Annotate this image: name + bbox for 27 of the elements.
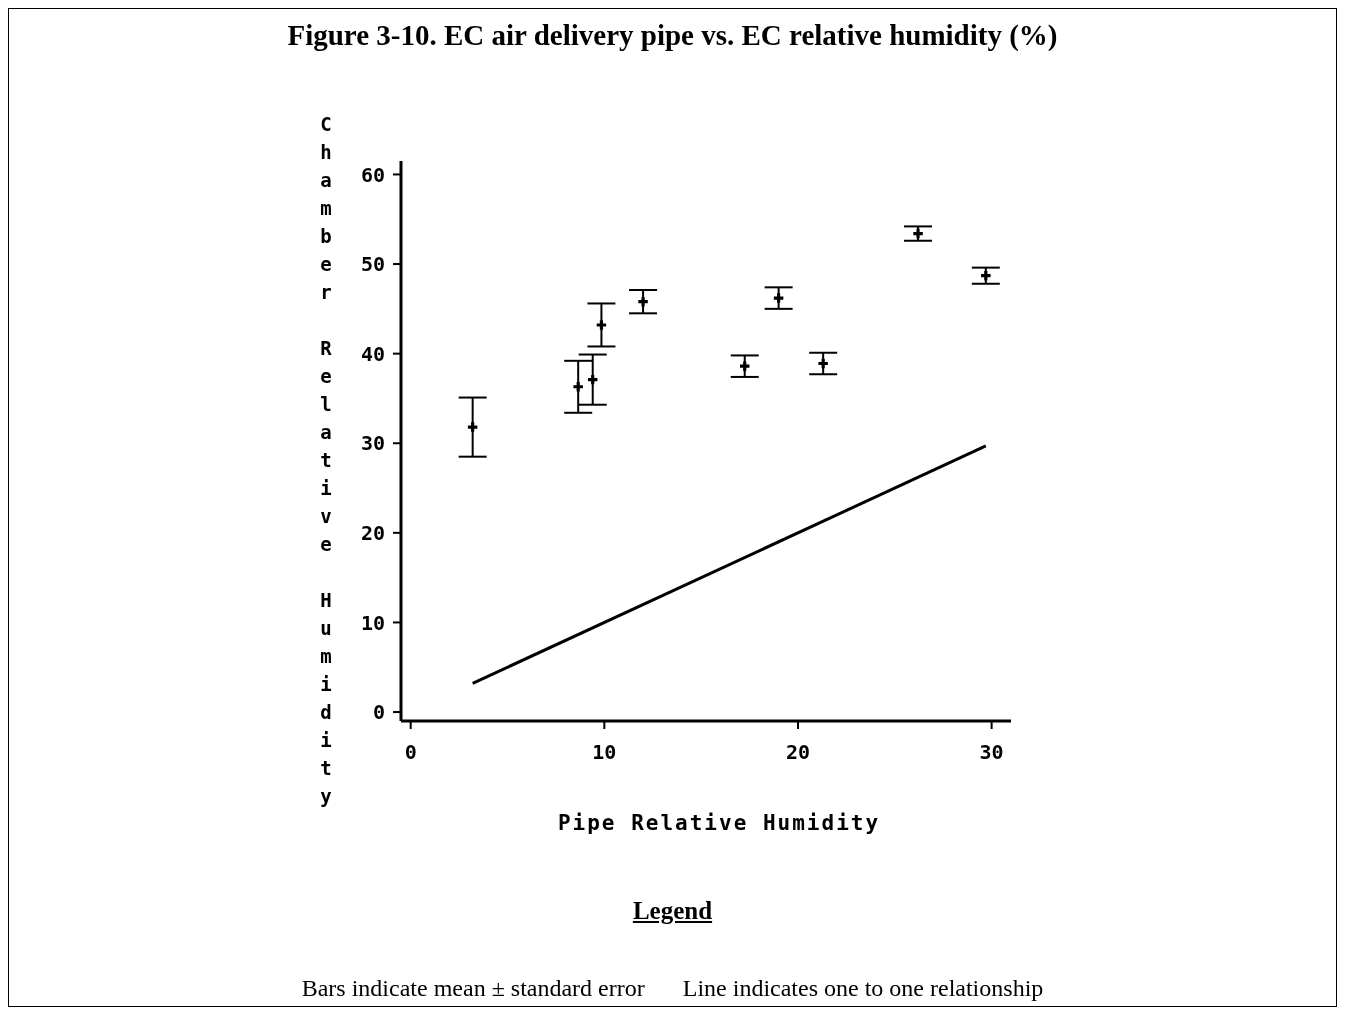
- point: [573, 382, 583, 392]
- chart-title: Figure 3-10. EC air delivery pipe vs. EC relative humidity (%): [286, 19, 1059, 52]
- y-tick-label: 0: [372, 700, 385, 725]
- y-tick-label: 30: [360, 431, 385, 456]
- point: [467, 422, 478, 432]
- point: [913, 228, 923, 239]
- point: [773, 293, 784, 303]
- y-tick-label: 20: [360, 520, 385, 545]
- point: [638, 296, 648, 307]
- y-tick-label: 60: [360, 162, 385, 187]
- y-tick-label: 40: [360, 341, 385, 366]
- x-tick-label: 20: [785, 740, 811, 765]
- point: [981, 270, 991, 281]
- x-tick-label: 0: [404, 740, 417, 765]
- text: Legend: [631, 897, 714, 925]
- text: Line indicates one to one relationship: [682, 975, 1044, 1002]
- y-axis-title: Chamber Relative Humidity: [315, 113, 337, 813]
- text: Bars indicate mean ± standard error: [301, 975, 645, 1002]
- point: [739, 361, 750, 371]
- point: [587, 374, 598, 385]
- x-tick-label: 30: [979, 740, 1004, 765]
- y-tick-label: 50: [360, 252, 385, 277]
- x-tick-label: 10: [592, 740, 617, 765]
- y-tick-label: 10: [360, 610, 385, 635]
- point: [818, 358, 828, 369]
- x-axis-title: Pipe Relative Humidity: [556, 811, 882, 835]
- point: [596, 320, 607, 330]
